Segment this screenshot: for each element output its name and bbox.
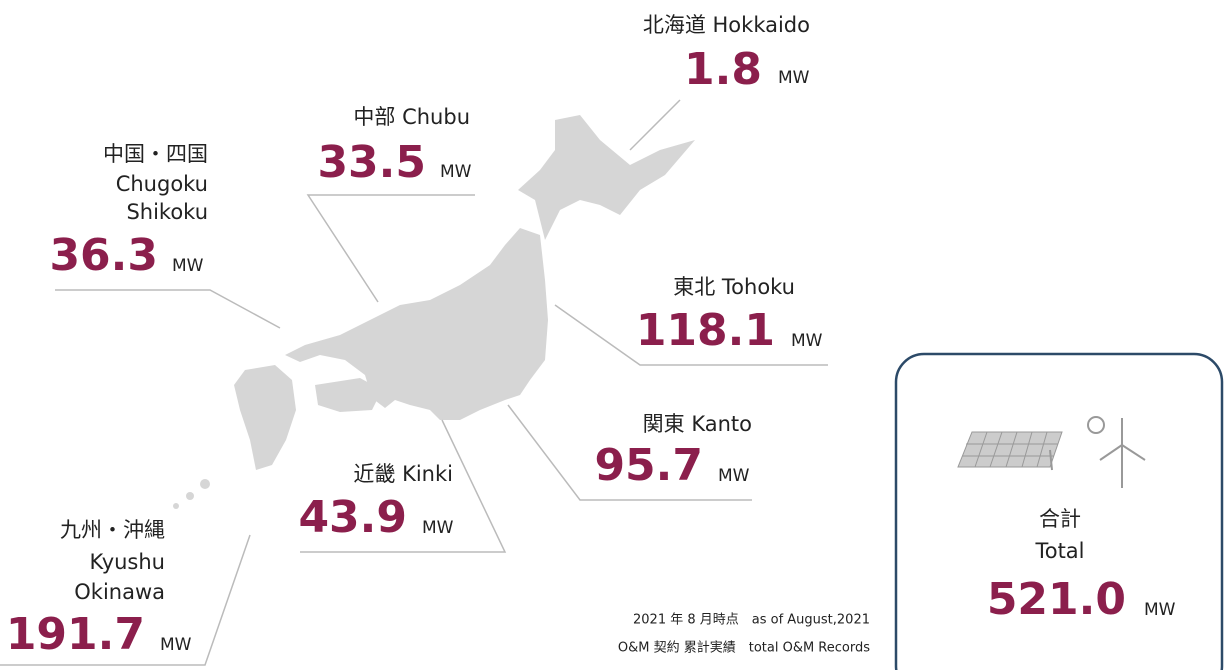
region-label: Kyushu xyxy=(89,550,165,574)
region-label: 近畿 Kinki xyxy=(353,462,453,486)
unit: MW xyxy=(718,466,750,486)
wind-turbine-icon xyxy=(1087,416,1146,488)
unit: MW xyxy=(172,256,204,276)
okinawa-shape xyxy=(186,492,194,500)
region-label: 九州・沖縄 xyxy=(60,518,165,542)
total-value: 521.0 xyxy=(987,574,1126,625)
okinawa-shape xyxy=(173,503,179,509)
region-value: 118.1 xyxy=(636,305,775,356)
region-label: 中国・四国 xyxy=(103,142,208,166)
region-label: Okinawa xyxy=(74,580,165,604)
region-label: 東北 Tohoku xyxy=(673,275,795,299)
japan-map xyxy=(173,115,695,509)
region-value: 191.7 xyxy=(6,609,145,660)
leader-lines xyxy=(0,99,828,666)
honshu-shape xyxy=(285,228,548,420)
okinawa-shape xyxy=(200,479,210,489)
leader-line xyxy=(306,194,475,303)
unit: MW xyxy=(160,635,192,655)
region-label: 中部 Chubu xyxy=(353,105,470,129)
region-label: Shikoku xyxy=(126,200,208,224)
region-value: 36.3 xyxy=(49,230,158,281)
leader-line xyxy=(0,534,251,666)
leader-line xyxy=(55,289,281,329)
leader-line xyxy=(300,419,507,553)
unit: MW xyxy=(1144,600,1176,620)
leader-line xyxy=(554,304,828,366)
unit: MW xyxy=(440,162,472,182)
solar-panel-icon xyxy=(957,431,1063,471)
region-label: 北海道 Hokkaido xyxy=(643,13,810,37)
region-label: Chugoku xyxy=(116,172,208,196)
region-value: 43.9 xyxy=(298,492,407,543)
kyushu-shape xyxy=(234,365,296,470)
hokkaido-shape xyxy=(518,115,695,240)
total-label: 合計 xyxy=(1039,507,1081,531)
region-value: 1.8 xyxy=(684,44,762,95)
unit: MW xyxy=(422,518,454,538)
total-label: Total xyxy=(1034,539,1084,563)
leader-line xyxy=(507,404,752,501)
leader-line xyxy=(629,99,681,151)
region-label: 関東 Kanto xyxy=(643,412,752,436)
footnote: 2021 年 8 月時点 as of August,2021 xyxy=(633,613,870,628)
region-value: 95.7 xyxy=(594,440,703,491)
shikoku-shape xyxy=(315,378,382,412)
unit: MW xyxy=(791,331,823,351)
unit: MW xyxy=(778,68,810,88)
footnote: O&M 契約 累計実績 total O&M Records xyxy=(618,640,870,656)
region-value: 33.5 xyxy=(317,137,426,188)
